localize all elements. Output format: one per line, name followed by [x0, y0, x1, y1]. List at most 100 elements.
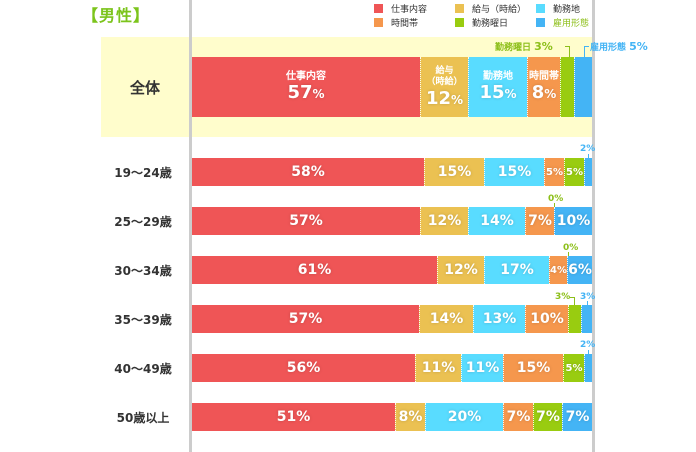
callout-tick [565, 46, 570, 47]
segment-location: 11% [461, 354, 503, 382]
row-label: 50歳以上 [116, 411, 170, 425]
segment-location: 15% [484, 158, 544, 186]
callout-employment-type: 3% [580, 292, 596, 302]
callout-tick [584, 46, 585, 57]
legend-label: 給与（時給） [472, 4, 527, 15]
row-label: 35〜39歳 [114, 313, 172, 327]
segment-job-content: 56% [192, 354, 415, 382]
segment-workdays: 5% [564, 158, 584, 186]
segment-employment-type [584, 158, 592, 186]
segment-hours: 時間帯 8% [527, 57, 560, 117]
segment-location: 13% [473, 305, 525, 333]
legend-swatch-icon [374, 3, 383, 13]
callout-employment-type: 2% [580, 340, 596, 350]
segment-job-content: 51% [192, 403, 395, 431]
callout-tick [570, 297, 574, 298]
legend-swatch-icon [455, 3, 464, 13]
callout-tick [574, 297, 575, 305]
segment-workdays: 5% [563, 354, 584, 382]
bar-row: 58% 15% 15% 5% 5% [192, 158, 592, 186]
segment-hours: 15% [503, 354, 563, 382]
callout-workdays: 0% [563, 243, 579, 253]
legend-item-location: 勤務地 [536, 2, 581, 15]
callout-total-workdays: 勤務曜日 3% [495, 40, 553, 53]
segment-employment-type: 10% [554, 207, 592, 235]
segment-value: 12% [425, 87, 464, 109]
bar-row: 57% 12% 14% 7% 10% [192, 207, 592, 235]
callout-tick [569, 46, 570, 57]
segment-employment-type: 7% [562, 403, 592, 431]
bar-row: 61% 12% 17% 4% 6% [192, 256, 592, 284]
axis-right [592, 0, 595, 452]
segment-job-content: 仕事内容 57% [192, 57, 420, 117]
row-label: 25〜29歳 [114, 215, 172, 229]
legend-swatch-icon [455, 17, 464, 27]
chart-title: 【男性】 [82, 6, 151, 25]
segment-label: 時間帯 [529, 71, 559, 82]
segment-salary: 11% [415, 354, 461, 382]
bar-row: 51% 8% 20% 7% 7% 7% [192, 403, 592, 431]
callout-tick [588, 154, 589, 158]
callout-tick [588, 350, 589, 354]
segment-label: 給与 （時給） [426, 65, 463, 87]
legend-swatch-icon [536, 17, 545, 27]
row-label-total: 全体 [129, 78, 160, 97]
legend-label: 雇用形態 [553, 18, 590, 29]
legend-swatch-icon [374, 17, 383, 27]
callout-tick [568, 252, 569, 256]
legend-label: 勤務曜日 [472, 18, 509, 29]
row-label: 30〜34歳 [114, 264, 172, 278]
segment-hours: 5% [544, 158, 564, 186]
segment-workdays [560, 57, 574, 117]
segment-employment-type: 6% [567, 256, 592, 284]
segment-employment-type [574, 57, 592, 117]
segment-hours: 4% [549, 256, 567, 284]
axis-left [189, 0, 192, 452]
bar-row: 56% 11% 11% 15% 5% [192, 354, 592, 382]
legend-label: 勤務地 [553, 4, 581, 15]
segment-salary: 8% [395, 403, 425, 431]
segment-salary: 14% [419, 305, 473, 333]
segment-salary: 15% [424, 158, 484, 186]
segment-label: 勤務地 [483, 71, 513, 82]
segment-value: 57% [287, 82, 325, 103]
row-label: 40〜49歳 [114, 362, 172, 376]
segment-salary: 12% [420, 207, 468, 235]
legend-item-salary: 給与（時給） [455, 2, 527, 15]
segment-job-content: 57% [192, 305, 419, 333]
segment-job-content: 57% [192, 207, 420, 235]
callout-tick [587, 301, 588, 305]
legend-label: 仕事内容 [391, 4, 428, 15]
segment-location: 勤務地 15% [468, 57, 527, 117]
callout-tick [554, 203, 555, 207]
legend-item-workdays: 勤務曜日 [455, 16, 509, 29]
segment-workdays: 7% [533, 403, 562, 431]
callout-total-employment-type: 雇用形態 5% [590, 40, 648, 53]
segment-employment-type [581, 305, 592, 333]
segment-salary: 12% [437, 256, 484, 284]
segment-hours: 10% [525, 305, 568, 333]
segment-salary: 給与 （時給） 12% [420, 57, 468, 117]
segment-workdays [568, 305, 581, 333]
segment-location: 17% [484, 256, 549, 284]
segment-employment-type [584, 354, 592, 382]
segment-location: 20% [425, 403, 503, 431]
segment-job-content: 61% [192, 256, 437, 284]
legend-item-employment-type: 雇用形態 [536, 16, 590, 29]
legend-item-job-content: 仕事内容 [374, 2, 428, 15]
segment-hours: 7% [525, 207, 554, 235]
callout-workdays: 0% [548, 194, 564, 204]
legend-item-hours: 時間帯 [374, 16, 419, 29]
bar-row: 57% 14% 13% 10% [192, 305, 592, 333]
row-label: 19〜24歳 [114, 166, 172, 180]
bar-total: 仕事内容 57% 給与 （時給） 12% 勤務地 15% 時間帯 8% [192, 57, 592, 117]
segment-hours: 7% [503, 403, 533, 431]
callout-workdays: 3% [555, 292, 571, 302]
callout-tick [584, 46, 589, 47]
segment-location: 14% [468, 207, 525, 235]
legend-label: 時間帯 [391, 18, 419, 29]
segment-value: 15% [479, 82, 517, 103]
segment-label: 仕事内容 [286, 71, 326, 82]
legend-swatch-icon [536, 3, 545, 13]
callout-employment-type: 2% [580, 144, 596, 154]
